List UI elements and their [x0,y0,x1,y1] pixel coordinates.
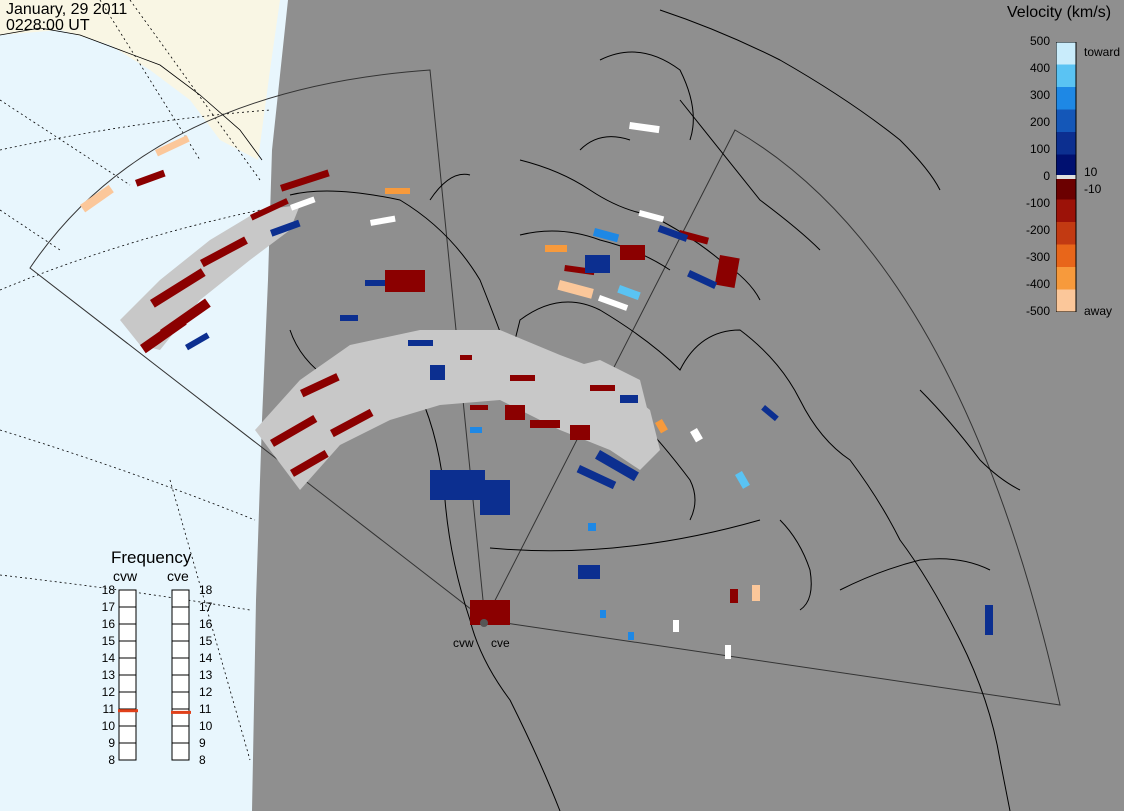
velocity-tick-label: 200 [1029,115,1050,129]
frequency-cell [118,623,137,642]
frequency-cell [118,691,137,710]
frequency-tick-cvw: 17 [101,600,115,614]
frequency-tick-cve: 8 [199,753,206,767]
frequency-cell [118,674,137,693]
colorbar-segment-toward [1056,42,1076,65]
frequency-tick-cvw: 12 [101,685,115,699]
frequency-tick-cve: 9 [199,736,206,750]
frequency-cell [171,640,190,659]
frequency-tick-cve: 15 [199,634,213,648]
colorbar-segment-away [1056,267,1076,290]
ground-scatter-west [120,205,660,490]
frequency-tick-cvw: 18 [101,583,115,597]
frequency-cell [118,657,137,676]
velocity-tick-label: 100 [1029,142,1050,156]
velocity-tick-label: 500 [1029,34,1050,48]
colorbar-segment-away [1056,199,1076,223]
velocity-legend-title: Velocity (km/s) [1007,4,1112,21]
velocity-tick-label: 0 [1043,169,1050,183]
frequency-cell [118,640,137,659]
frequency-cell [171,742,190,761]
frequency-cell [118,606,137,625]
colorbar-segment-toward [1056,64,1076,88]
frequency-tick-cvw: 11 [102,702,115,716]
frequency-bar-cve [171,589,191,761]
frequency-cell [118,742,137,761]
frequency-tick-cvw: 10 [101,719,115,733]
frequency-radar-cve: cve [167,568,189,584]
frequency-tick-cvw: 13 [101,668,115,682]
map-label-cvw: cvw [453,636,474,650]
frequency-tick-cve: 17 [199,600,213,614]
frequency-tick-cve: 11 [199,702,212,716]
velocity-tick-label: 300 [1029,88,1050,102]
frequency-tick-cve: 12 [199,685,213,699]
plot-date: January, 29 2011 [6,1,128,18]
frequency-tick-cvw: 9 [108,736,115,750]
frequency-cell [118,589,137,608]
velocity-tick-label: -100 [1025,196,1050,210]
fov-outline-east [484,129,1061,706]
frequency-cell [171,657,190,676]
velocity-tick-label: 400 [1029,61,1050,75]
frequency-cell [171,623,190,642]
velocity-toward-label: toward [1084,45,1121,59]
frequency-title: Frequency [111,548,192,567]
frequency-tick-cve: 16 [199,617,213,631]
auroral-oval-line [489,519,761,552]
frequency-cell [171,589,190,608]
frequency-cell [118,725,137,744]
velocity-colorbar [1056,42,1077,312]
frequency-tick-cve: 14 [199,651,213,665]
velocity-tick-label: -300 [1025,250,1050,264]
frequency-tick-cvw: 15 [101,634,115,648]
colorbar-zero-band [1056,175,1076,179]
frequency-bar-cvw [118,589,138,761]
colorbar-segment-away [1056,222,1076,245]
frequency-tick-cvw: 16 [101,617,115,631]
frequency-tick-cvw: 8 [108,753,115,767]
frequency-marker [171,710,191,714]
dotted-grid [0,0,271,761]
frequency-marker [118,709,138,713]
radar-site-marker [480,619,488,627]
velocity-vectors-blue [184,219,993,635]
frequency-tick-cve: 18 [199,583,213,597]
frequency-cell [171,725,190,744]
colorbar-segment-away [1056,177,1076,200]
frequency-tick-cvw: 14 [101,651,115,665]
frequency-cell [171,606,190,625]
frequency-cell [171,674,190,693]
daylight-coast-lines [0,27,263,161]
colorbar-segment-toward [1056,154,1076,178]
frequency-tick-cve: 10 [199,719,213,733]
velocity-tick-label: -200 [1025,223,1050,237]
velocity-vectors-red [134,169,740,625]
frequency-tick-cve: 13 [199,668,213,682]
plot-time: 0228:00 UT [6,17,90,34]
velocity-away-label: away [1084,304,1113,318]
frequency-cell [171,691,190,710]
velocity-threshold-neg: -10 [1084,182,1102,196]
map-label-cve: cve [491,636,510,650]
velocity-threshold-pos: 10 [1084,165,1098,179]
colorbar-segment-away [1056,289,1076,312]
velocity-vectors-light [80,122,760,659]
fov-outline-west [29,69,486,622]
colorbar-segment-away [1056,244,1076,268]
colorbar-segment-toward [1056,87,1076,110]
colorbar-segment-toward [1056,132,1076,155]
frequency-radar-cvw: cvw [113,568,138,584]
colorbar-segment-toward [1056,109,1076,133]
velocity-tick-label: -400 [1025,277,1050,291]
velocity-tick-label: -500 [1025,304,1050,318]
continent-outline [289,9,1021,811]
